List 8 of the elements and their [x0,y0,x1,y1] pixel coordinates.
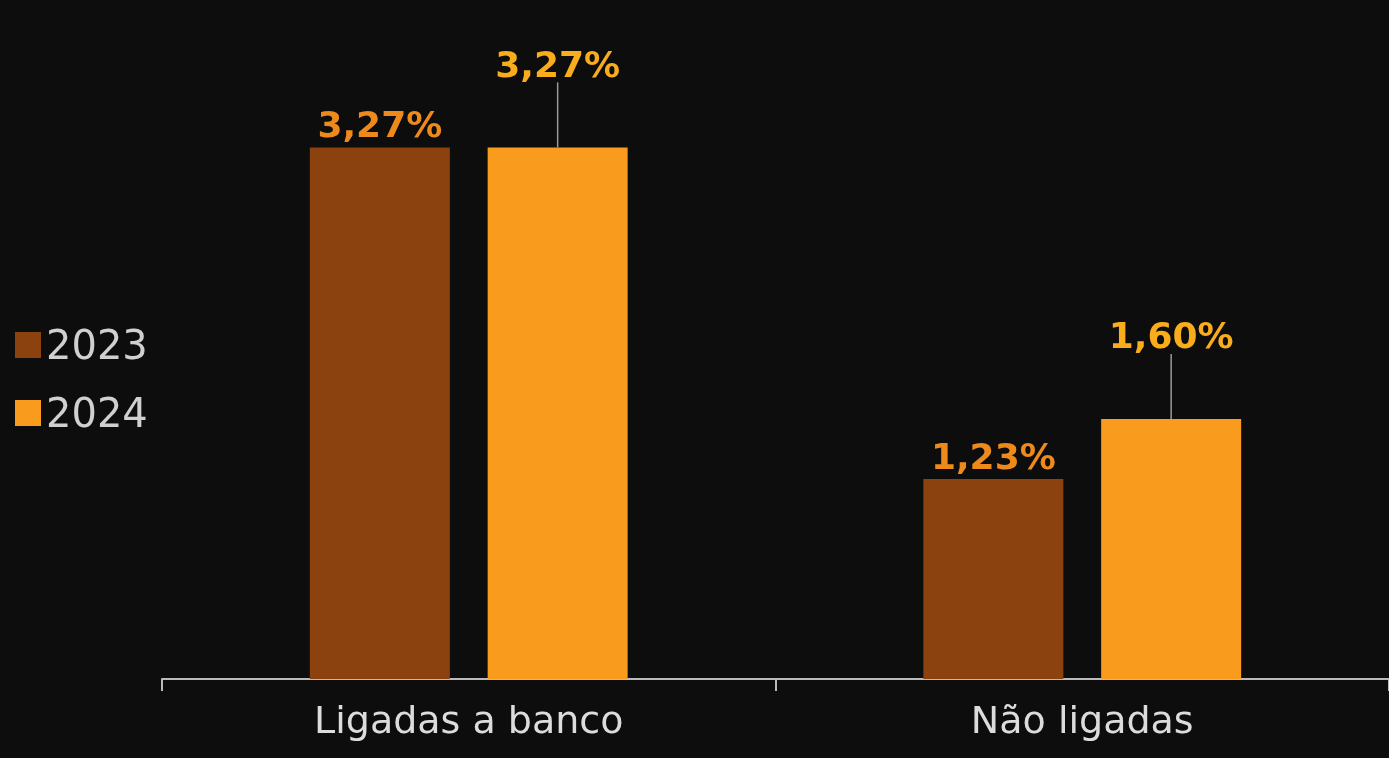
legend-label: 2023 [46,322,148,368]
x-tick-label: Ligadas a banco [314,698,624,742]
x-tick-label: Não ligadas [970,698,1194,742]
legend-label: 2024 [46,390,148,436]
data-label: 1,23% [930,435,1056,477]
data-label: 3,27% [495,43,621,85]
data-label: 3,27% [317,103,443,145]
data-label: 1,60% [1108,315,1234,357]
